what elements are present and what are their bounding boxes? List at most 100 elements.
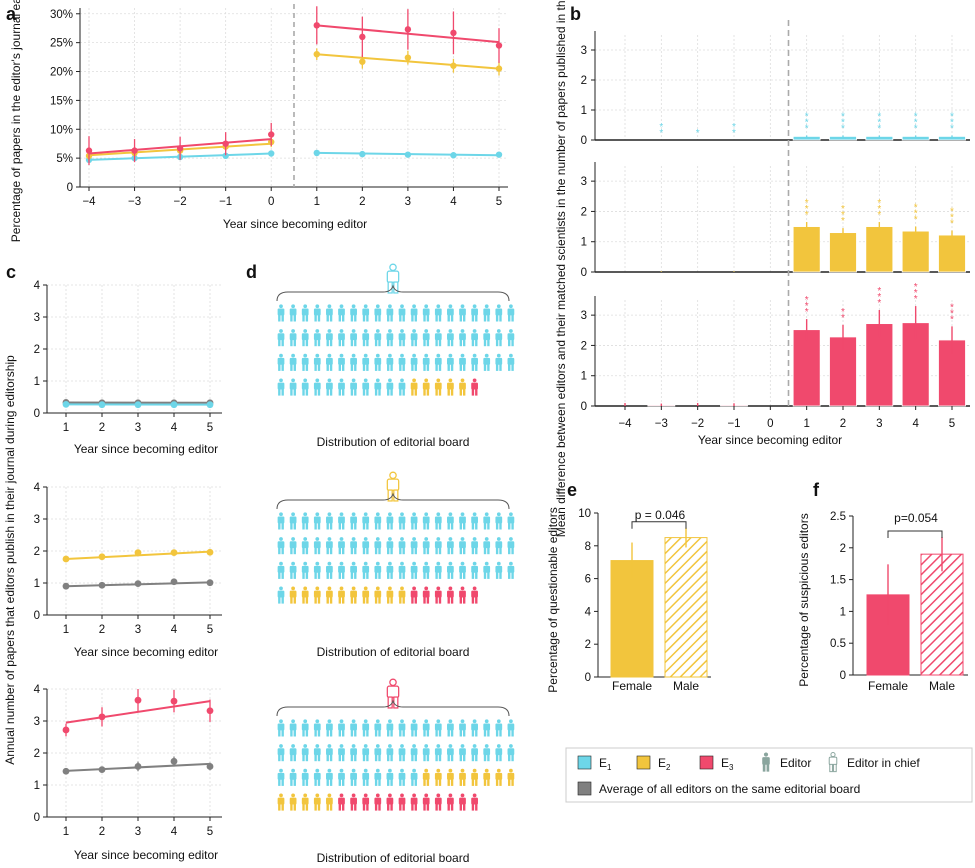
editor-icon-E1 (374, 537, 382, 555)
x-tick-label: 3 (405, 196, 411, 208)
editor-shape (289, 586, 297, 604)
x-tick-label: 2 (840, 418, 846, 430)
data-point-E2 (62, 555, 70, 563)
legend-e2-label: E2 (658, 756, 671, 772)
editor-icon-E1 (313, 744, 321, 762)
editor-icon-E1 (459, 719, 466, 737)
editor-shape (326, 537, 333, 555)
editor-shape (447, 537, 454, 555)
editor-shape (495, 744, 503, 762)
editor-icon-E2 (507, 768, 515, 786)
editor-shape (313, 768, 321, 786)
editor-icon-E1 (410, 719, 418, 737)
data-point-E3 (98, 713, 106, 721)
editor-shape (326, 512, 333, 530)
data-point-E1 (359, 150, 366, 158)
editor-shape (362, 586, 370, 604)
editor-shape (422, 512, 430, 530)
editor-shape (459, 768, 466, 786)
editor-shape (422, 353, 430, 371)
editor-shape (507, 329, 515, 347)
editor-icon-E2 (434, 378, 442, 396)
panel-e-cat-female: Female (612, 679, 652, 693)
x-tick-label: 0 (767, 418, 773, 430)
editor-shape (313, 537, 321, 555)
editor-icon-E1 (459, 537, 466, 555)
x-tick-label: 5 (207, 826, 213, 838)
significance-star: * (805, 204, 809, 215)
editor-icon-E1 (338, 561, 345, 579)
editor-icon-E1 (398, 537, 406, 555)
editor-icon-E3 (434, 793, 442, 811)
x-tick-label: 4 (171, 624, 178, 636)
editor-icon-E1 (483, 304, 491, 322)
editor-icon-E1 (374, 744, 382, 762)
editor-shape (301, 378, 309, 396)
editor-icon-E1 (386, 744, 394, 762)
editor-icon-E1 (495, 744, 503, 762)
editor-icon-E1 (422, 561, 430, 579)
editor-shape (398, 719, 406, 737)
editor-icon-E1 (277, 561, 285, 579)
editor-icon-E1 (386, 353, 394, 371)
editor-icon-E1 (374, 561, 382, 579)
editor-shape (362, 304, 370, 322)
editor-shape (350, 586, 357, 604)
data-point-Average (170, 757, 178, 765)
editor-shape (422, 537, 430, 555)
editor-icon-E1 (289, 719, 297, 737)
significance-star: * (841, 124, 845, 135)
y-tick-label: 0 (581, 135, 587, 147)
editor-shape (362, 378, 370, 396)
editor-icon-E1 (301, 329, 309, 347)
editor-icon-E2 (350, 586, 357, 604)
y-tick-label: 5% (56, 153, 73, 165)
editor-shape (289, 719, 297, 737)
editor-shape (362, 353, 370, 371)
editor-in-chief-icon (386, 263, 400, 295)
significance-star: * (950, 308, 954, 319)
data-point-Average (98, 766, 106, 774)
editor-shape (277, 353, 285, 371)
editor-shape (374, 744, 382, 762)
editor-shape (410, 744, 418, 762)
panel-d-caption-1: Distribution of editorial board (317, 435, 470, 449)
editor-shape (422, 561, 430, 579)
editor-shape (301, 768, 309, 786)
editor-icon-E2 (483, 768, 491, 786)
editor-icon-E1 (338, 744, 345, 762)
editor-shape (386, 512, 394, 530)
data-point-Average (206, 763, 214, 770)
y-tick-label: 2 (585, 639, 591, 651)
x-tick-label: −4 (82, 196, 96, 208)
significance-star: * (914, 112, 918, 123)
y-tick-label: 3 (581, 176, 587, 188)
editor-shape (350, 329, 357, 347)
editor-icon-E1 (313, 304, 321, 322)
y-tick-label: 1.5 (830, 575, 846, 587)
editor-shape (386, 744, 394, 762)
editor-in-chief-shape (386, 263, 400, 295)
y-tick-label: 2 (581, 206, 587, 218)
editor-icon-E1 (313, 537, 321, 555)
editor-shape (471, 304, 478, 322)
editor-shape (374, 378, 382, 396)
significance-star: * (950, 207, 954, 218)
data-point-E1 (268, 150, 275, 157)
editor-icon-E1 (338, 378, 345, 396)
editor-icon-E2 (301, 586, 309, 604)
editor-icon-E1 (289, 768, 297, 786)
legend: E1 E2 E3 Editor Editor in chief Average … (565, 747, 973, 803)
editor-icon-E1 (326, 768, 333, 786)
editor-shape (277, 586, 285, 604)
y-tick-label: 30% (50, 9, 73, 21)
editor-shape (326, 353, 333, 371)
editor-shape (386, 353, 394, 371)
data-point-E2 (134, 549, 142, 556)
editor-shape (459, 586, 466, 604)
editor-icon-E1 (434, 537, 442, 555)
editor-shape (447, 768, 454, 786)
editor-shape (447, 512, 454, 530)
editor-icon-E1 (277, 512, 285, 530)
data-point-E2 (98, 553, 106, 561)
